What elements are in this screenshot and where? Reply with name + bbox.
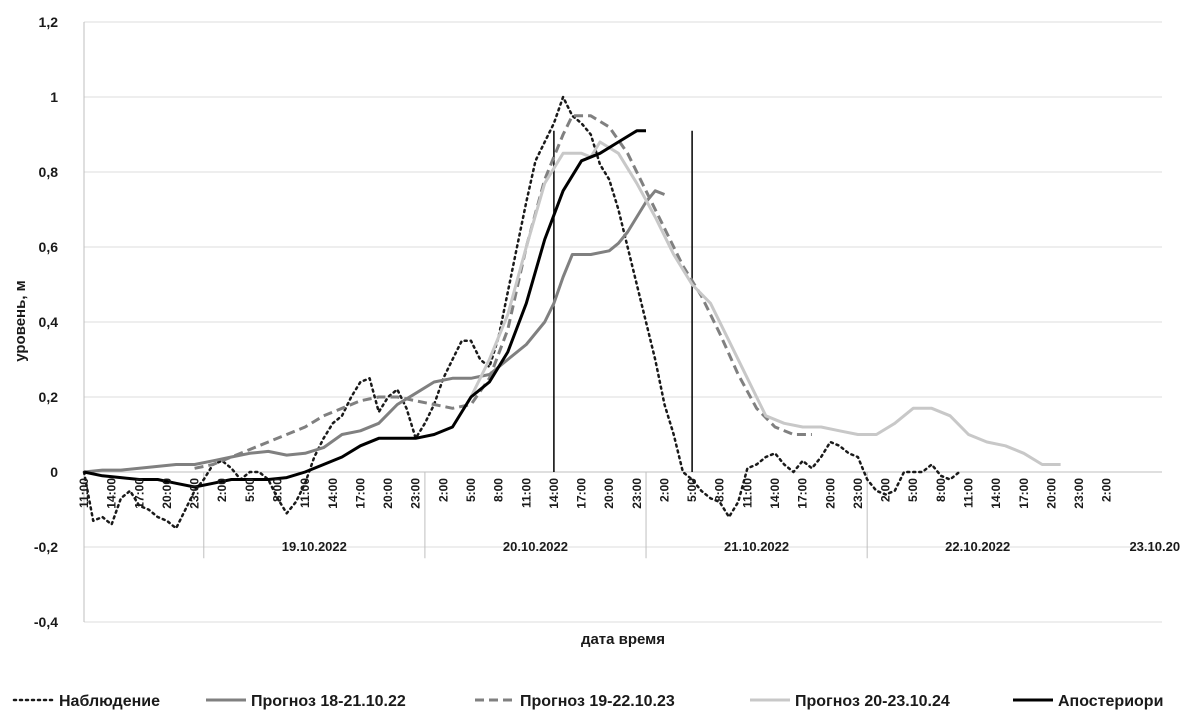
y-axis-label: уровень, м [12, 280, 29, 362]
y-tick-label: 0,8 [39, 164, 59, 180]
x-tick-label: 2:00 [1100, 478, 1114, 502]
x-tick-label: 23:00 [409, 478, 423, 509]
tick-labels: 1,2 1 0,8 0,6 0,4 0,2 0 -0,2 -0,4 11:00 14:00 17:00… [34, 14, 1180, 630]
y-tick-label: 1 [50, 89, 58, 105]
x-tick-label: 2:00 [436, 478, 450, 502]
x-tick-label: 11:00 [519, 478, 533, 508]
series-lines [82, 95, 1061, 530]
date-label: 21.10.2022 [724, 539, 789, 554]
series-line-5 [83, 129, 646, 489]
x-tick-label: 11:00 [962, 478, 976, 508]
vertical-markers [553, 130, 693, 472]
y-tick-label: 0,6 [39, 239, 59, 255]
x-tick-label: 8:00 [270, 478, 284, 502]
x-tick-label: 17:00 [575, 478, 589, 509]
y-tick-label: 1,2 [39, 14, 59, 30]
date-label: 19.10.2022 [282, 539, 347, 554]
x-tick-label: 23:00 [630, 478, 644, 509]
y-tick-label: 0,4 [39, 314, 59, 330]
legend-label-2: Прогноз 18-21.10.22 [251, 693, 406, 710]
series-line-4 [469, 140, 1061, 466]
date-label: 20.10.2022 [503, 539, 568, 554]
x-tick-label: 5:00 [464, 478, 478, 502]
x-tick-label: 14:00 [989, 478, 1003, 509]
x-tick-label: 20:00 [160, 478, 174, 509]
x-tick-label: 11:00 [77, 478, 91, 508]
x-tick-label: 17:00 [353, 478, 367, 509]
legend: Наблюдение Прогноз 18-21.10.22 Прогноз 19-… [12, 693, 1163, 710]
x-tick-label: 20:00 [823, 478, 837, 509]
y-tick-label: -0,2 [34, 539, 58, 555]
x-tick-label: 14:00 [105, 478, 119, 509]
date-label: 22.10.2022 [945, 539, 1010, 554]
x-tick-label: 20:00 [381, 478, 395, 509]
x-tick-label: 14:00 [768, 478, 782, 509]
y-tick-label: -0,4 [34, 614, 58, 630]
y-tick-label: 0 [50, 464, 58, 480]
x-tick-label: 2:00 [657, 478, 671, 502]
series-line-2 [83, 189, 666, 474]
x-tick-label: 11:00 [298, 478, 312, 508]
x-tick-label: 2:00 [879, 478, 893, 502]
x-tick-label: 20:00 [1044, 478, 1058, 509]
x-tick-label: 8:00 [713, 478, 727, 502]
legend-label-5: Апостериори [1058, 693, 1163, 710]
x-tick-label: 11:00 [740, 478, 754, 508]
gridlines [84, 21, 1162, 623]
x-tick-label: 14:00 [326, 478, 340, 509]
y-tick-label: 0,2 [39, 389, 59, 405]
series-line-1 [82, 95, 961, 530]
legend-label-1: Наблюдение [59, 693, 160, 710]
x-tick-label: 23:00 [188, 478, 202, 509]
x-tick-label: 20:00 [602, 478, 616, 509]
date-label: 23.10.2022 [1129, 539, 1180, 554]
series-line-3 [194, 114, 812, 470]
x-tick-label: 17:00 [796, 478, 810, 509]
legend-label-3: Прогноз 19-22.10.23 [520, 693, 675, 710]
x-tick-label: 5:00 [685, 478, 699, 502]
x-tick-label: 8:00 [492, 478, 506, 502]
x-axis-label: дата время [581, 631, 665, 648]
x-tick-label: 23:00 [1072, 478, 1086, 509]
x-tick-label: 5:00 [906, 478, 920, 502]
x-tick-label: 2:00 [215, 478, 229, 502]
x-tick-label: 23:00 [851, 478, 865, 509]
x-tick-label: 17:00 [1017, 478, 1031, 509]
x-tick-label: 14:00 [547, 478, 561, 509]
x-tick-label: 5:00 [243, 478, 257, 502]
legend-label-4: Прогноз 20-23.10.24 [795, 693, 950, 710]
x-tick-label: 8:00 [934, 478, 948, 502]
x-tick-label: 17:00 [132, 478, 146, 509]
